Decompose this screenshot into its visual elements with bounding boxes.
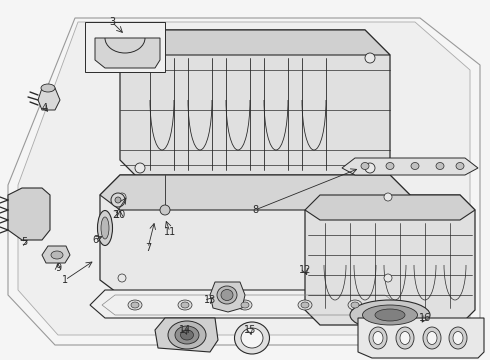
Polygon shape [358, 318, 484, 358]
Ellipse shape [384, 274, 392, 282]
Ellipse shape [111, 193, 125, 207]
Ellipse shape [361, 162, 369, 170]
Ellipse shape [427, 332, 437, 345]
Ellipse shape [241, 328, 263, 348]
Text: 6: 6 [92, 235, 98, 245]
Text: 12: 12 [299, 265, 311, 275]
Ellipse shape [351, 302, 359, 308]
Polygon shape [305, 195, 475, 220]
FancyBboxPatch shape [85, 22, 165, 72]
Ellipse shape [396, 327, 414, 349]
Ellipse shape [241, 302, 249, 308]
Ellipse shape [135, 163, 145, 173]
Ellipse shape [365, 163, 375, 173]
Ellipse shape [41, 84, 55, 92]
Text: 3: 3 [109, 17, 115, 27]
Ellipse shape [115, 197, 121, 203]
Ellipse shape [128, 300, 142, 310]
Ellipse shape [365, 53, 375, 63]
Ellipse shape [118, 274, 126, 282]
Ellipse shape [384, 193, 392, 201]
Polygon shape [120, 30, 390, 55]
Text: 14: 14 [179, 325, 191, 335]
Ellipse shape [411, 162, 419, 170]
Ellipse shape [168, 321, 206, 349]
Polygon shape [100, 175, 410, 210]
Polygon shape [342, 158, 478, 175]
Ellipse shape [453, 332, 463, 345]
Text: 4: 4 [42, 103, 48, 113]
Ellipse shape [160, 205, 170, 215]
Text: 1: 1 [62, 275, 68, 285]
Text: 7: 7 [145, 243, 151, 253]
Ellipse shape [51, 251, 63, 259]
Ellipse shape [235, 322, 270, 354]
Text: 11: 11 [164, 227, 176, 237]
Polygon shape [90, 290, 410, 318]
Polygon shape [305, 195, 475, 325]
Ellipse shape [298, 300, 312, 310]
Text: 5: 5 [21, 237, 27, 247]
Ellipse shape [175, 326, 199, 344]
Ellipse shape [375, 309, 405, 321]
Polygon shape [100, 175, 410, 295]
Ellipse shape [400, 332, 410, 345]
Ellipse shape [386, 162, 394, 170]
Ellipse shape [238, 300, 252, 310]
Polygon shape [95, 38, 160, 68]
Ellipse shape [118, 193, 126, 201]
Text: 2: 2 [112, 210, 118, 220]
Polygon shape [42, 246, 70, 263]
Text: 15: 15 [244, 325, 256, 335]
Ellipse shape [373, 332, 383, 345]
Ellipse shape [98, 211, 113, 246]
Ellipse shape [178, 300, 192, 310]
Polygon shape [155, 318, 218, 352]
Ellipse shape [221, 289, 233, 301]
Ellipse shape [423, 327, 441, 349]
Ellipse shape [101, 217, 109, 239]
Polygon shape [120, 30, 390, 185]
Text: 13: 13 [204, 295, 216, 305]
Ellipse shape [131, 302, 139, 308]
Ellipse shape [348, 300, 362, 310]
Ellipse shape [456, 162, 464, 170]
Ellipse shape [181, 302, 189, 308]
Ellipse shape [369, 327, 387, 349]
Text: 16: 16 [419, 313, 431, 323]
Polygon shape [8, 188, 50, 240]
Ellipse shape [135, 53, 145, 63]
Text: 10: 10 [114, 210, 126, 220]
Polygon shape [210, 282, 245, 312]
Polygon shape [8, 18, 480, 345]
Ellipse shape [363, 305, 417, 325]
Ellipse shape [449, 327, 467, 349]
Ellipse shape [350, 300, 430, 330]
Polygon shape [38, 88, 60, 110]
Ellipse shape [436, 162, 444, 170]
Ellipse shape [301, 302, 309, 308]
Polygon shape [18, 22, 470, 335]
Ellipse shape [217, 286, 237, 304]
Ellipse shape [180, 330, 194, 340]
Text: 9: 9 [55, 263, 61, 273]
Text: 8: 8 [252, 205, 258, 215]
